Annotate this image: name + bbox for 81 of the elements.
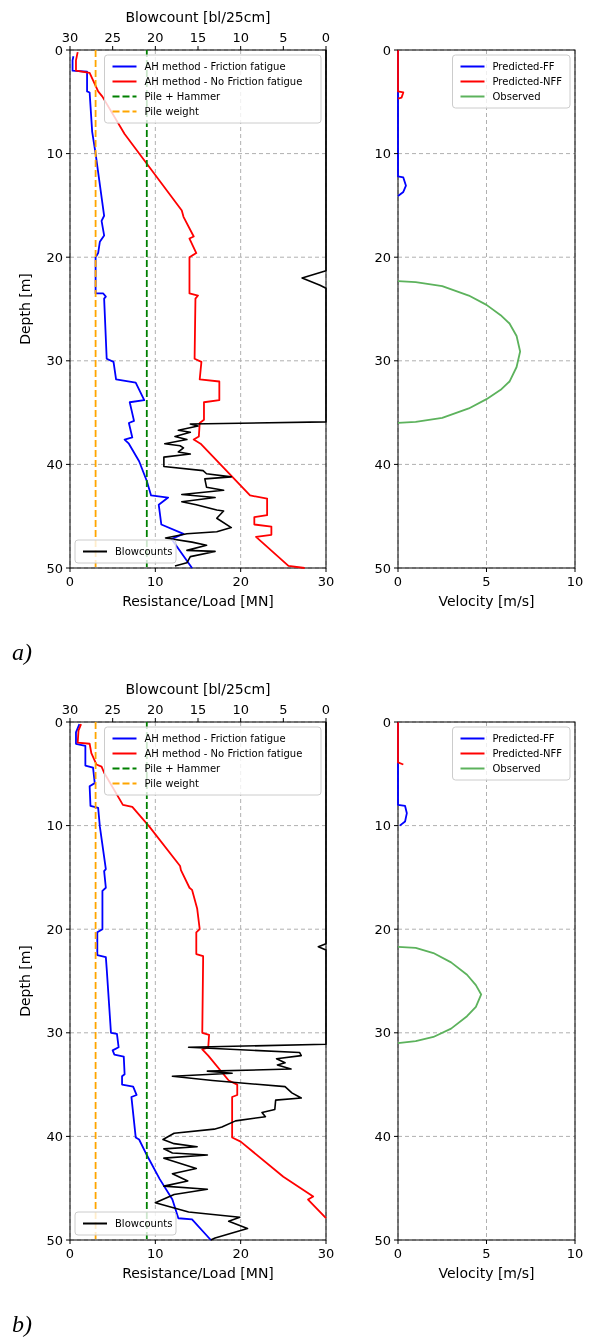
- x2-tick-label: 15: [189, 30, 207, 45]
- legend-label: AH method - No Friction fatigue: [144, 748, 303, 759]
- x2-tick-label: 15: [189, 702, 207, 717]
- x2-tick-label: 20: [147, 30, 164, 45]
- x2-tick-label: 25: [104, 30, 121, 45]
- y-tick-label: 10: [374, 146, 391, 162]
- line-series: [75, 51, 306, 569]
- x-tick-label: 10: [147, 1246, 164, 1261]
- y-tick-label: 50: [374, 560, 391, 576]
- x2-tick-label: 5: [279, 30, 288, 45]
- legend-label: Observed: [492, 91, 541, 102]
- y-tick-label: 0: [382, 714, 391, 730]
- x2-tick-label: 5: [279, 702, 288, 717]
- y-tick-label: 20: [374, 921, 391, 937]
- y-tick-label: 40: [46, 456, 63, 472]
- x2-axis-title: Blowcount [bl/25cm]: [125, 9, 271, 25]
- y-tick-label: 40: [374, 1128, 391, 1144]
- y-tick-label: 20: [46, 921, 63, 937]
- y-tick-label: 40: [374, 456, 391, 472]
- legend-label: Pile + Hammer: [144, 763, 222, 774]
- x2-tick-label: 20: [147, 702, 164, 717]
- line-series: [397, 49, 405, 100]
- x2-tick-label: 25: [104, 702, 121, 717]
- legend-label: Predicted-NFF: [492, 748, 563, 759]
- y-tick-label: 10: [46, 146, 63, 162]
- text: a): [12, 639, 32, 665]
- x-tick-label: 30: [317, 1246, 335, 1261]
- y-tick-label: 30: [374, 353, 391, 369]
- x2-tick-label: 10: [232, 702, 249, 717]
- x-tick-label: 0: [65, 1246, 75, 1261]
- x-tick-label: 0: [393, 1246, 403, 1261]
- x-tick-label: 10: [147, 574, 164, 589]
- x-axis-title: Velocity [m/s]: [438, 593, 535, 609]
- legend-label: Pile + Hammer: [144, 91, 222, 102]
- x-tick-label: 10: [566, 1246, 584, 1261]
- y-tick-label: 10: [374, 818, 391, 834]
- y-axis-title: Depth [m]: [17, 273, 33, 345]
- x-axis-title: Resistance/Load [MN]: [122, 1265, 274, 1281]
- x-axis-title: Resistance/Load [MN]: [122, 593, 274, 609]
- legend-label: Predicted-FF: [492, 733, 555, 744]
- x2-tick-label: 10: [232, 30, 249, 45]
- legend-label: AH method - No Friction fatigue: [144, 76, 303, 87]
- x2-tick-label: 0: [321, 702, 331, 717]
- x-tick-label: 5: [482, 574, 491, 589]
- y-tick-label: 50: [374, 1232, 391, 1248]
- legend-label: Predicted-FF: [492, 61, 555, 72]
- y-tick-label: 30: [46, 1025, 63, 1041]
- x-tick-label: 0: [65, 574, 75, 589]
- x-tick-label: 20: [232, 574, 249, 589]
- x-axis-title: Velocity [m/s]: [438, 1265, 535, 1281]
- y-tick-label: 40: [46, 1128, 63, 1144]
- line-series: [397, 280, 522, 424]
- y-tick-label: 30: [46, 353, 63, 369]
- y-tick-label: 50: [46, 1232, 63, 1248]
- legend-label: Blowcounts: [115, 546, 173, 557]
- legend-label: Predicted-NFF: [492, 76, 563, 87]
- y-tick-label: 20: [374, 249, 391, 265]
- line-series: [397, 945, 483, 1045]
- x2-axis-title: Blowcount [bl/25cm]: [125, 681, 271, 697]
- y-tick-label: 20: [46, 249, 63, 265]
- legend-label: Pile weight: [144, 778, 199, 789]
- y-tick-label: 0: [54, 42, 63, 58]
- legend-label: Observed: [492, 763, 541, 774]
- legend-label: Pile weight: [144, 106, 199, 117]
- x-tick-label: 20: [232, 1246, 249, 1261]
- text: b): [12, 1311, 32, 1337]
- y-axis-title: Depth [m]: [17, 945, 33, 1017]
- x-tick-label: 10: [566, 574, 584, 589]
- y-tick-label: 50: [46, 560, 63, 576]
- legend-label: AH method - Friction fatigue: [144, 61, 286, 72]
- x2-tick-label: 0: [321, 30, 331, 45]
- x-tick-label: 0: [393, 574, 403, 589]
- y-tick-label: 0: [54, 714, 63, 730]
- legend-label: Blowcounts: [115, 1218, 173, 1229]
- x-tick-label: 30: [317, 574, 335, 589]
- y-tick-label: 10: [46, 818, 63, 834]
- y-tick-label: 30: [374, 1025, 391, 1041]
- x-tick-label: 5: [482, 1246, 491, 1261]
- line-series: [76, 723, 327, 1220]
- y-tick-label: 0: [382, 42, 391, 58]
- legend-label: AH method - Friction fatigue: [144, 733, 286, 744]
